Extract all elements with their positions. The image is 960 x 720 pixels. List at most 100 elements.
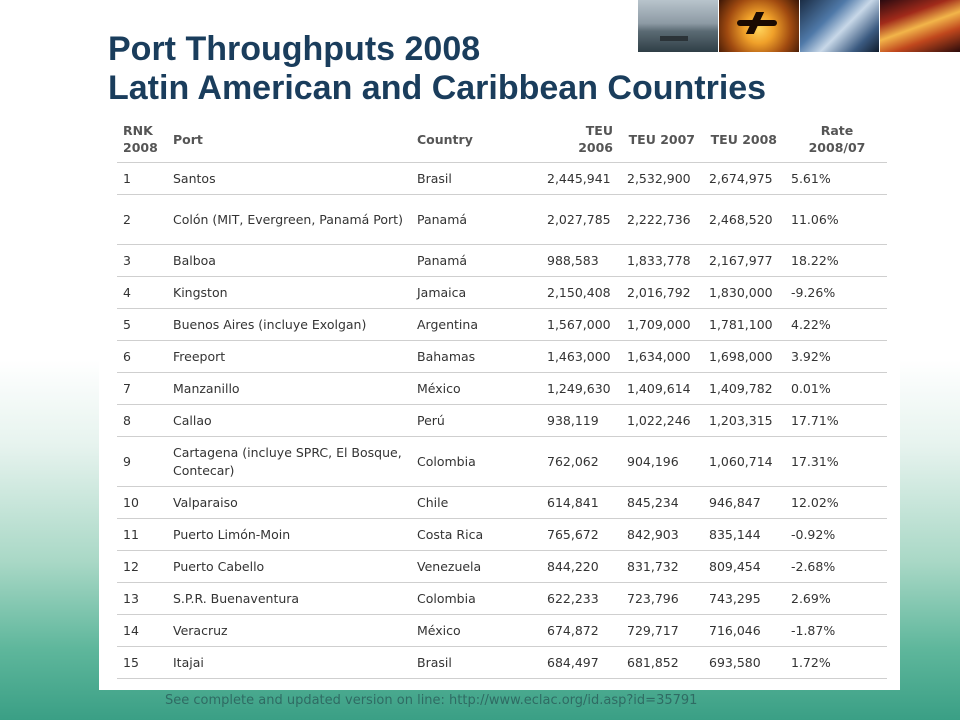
cell-teu-2008: 2,468,520 <box>703 194 785 245</box>
slide-title-line2: Latin American and Caribbean Countries <box>108 69 767 107</box>
table-header-row: RNK 2008 Port Country TEU 2006 TEU 2007 … <box>117 116 887 163</box>
cell-country: Colombia <box>411 582 541 615</box>
table-row: 9 Cartagena (incluye SPRC, El Bosque, Co… <box>117 436 887 487</box>
cell-rank: 7 <box>117 372 167 405</box>
cell-teu-2007: 904,196 <box>621 436 703 487</box>
header-rank: RNK 2008 <box>117 116 167 163</box>
cell-country: Brasil <box>411 162 541 195</box>
table-row: 3 Balboa Panamá 988,583 1,833,778 2,167,… <box>117 244 887 277</box>
table-row: 6 Freeport Bahamas 1,463,000 1,634,000 1… <box>117 340 887 373</box>
cell-teu-2007: 1,833,778 <box>621 244 703 277</box>
cell-teu-2007: 2,532,900 <box>621 162 703 195</box>
cell-rate: 12.02% <box>785 486 887 519</box>
cell-rank: 8 <box>117 404 167 437</box>
table-row: 10 Valparaiso Chile 614,841 845,234 946,… <box>117 486 887 519</box>
cell-port: S.P.R. Buenaventura <box>167 582 411 615</box>
cell-country: México <box>411 614 541 647</box>
cell-teu-2008: 1,781,100 <box>703 308 785 341</box>
cell-teu-2006: 1,249,630 <box>541 372 621 405</box>
cell-country: Chile <box>411 486 541 519</box>
cell-country: Colombia <box>411 436 541 487</box>
header-country: Country <box>411 116 541 163</box>
cell-teu-2007: 729,717 <box>621 614 703 647</box>
cell-rate: 2.69% <box>785 582 887 615</box>
cell-teu-2007: 1,709,000 <box>621 308 703 341</box>
cell-rank: 14 <box>117 614 167 647</box>
cell-teu-2007: 1,634,000 <box>621 340 703 373</box>
header-rate: Rate 2008/07 <box>785 116 887 163</box>
cell-rate: 4.22% <box>785 308 887 341</box>
table-row: 1 Santos Brasil 2,445,941 2,532,900 2,67… <box>117 162 887 195</box>
cell-teu-2008: 2,674,975 <box>703 162 785 195</box>
cell-rate: -0.92% <box>785 518 887 551</box>
cell-rank: 1 <box>117 162 167 195</box>
table-row: 14 Veracruz México 674,872 729,717 716,0… <box>117 614 887 647</box>
cell-teu-2006: 938,119 <box>541 404 621 437</box>
header-photo-strip <box>638 0 960 52</box>
cell-rank: 5 <box>117 308 167 341</box>
cell-rank: 6 <box>117 340 167 373</box>
cell-rank: 15 <box>117 646 167 679</box>
cell-teu-2008: 1,203,315 <box>703 404 785 437</box>
table-row: 5 Buenos Aires (incluye Exolgan) Argenti… <box>117 308 887 341</box>
cell-rate: 11.06% <box>785 194 887 245</box>
cell-rate: 5.61% <box>785 162 887 195</box>
cell-teu-2006: 765,672 <box>541 518 621 551</box>
cell-teu-2006: 844,220 <box>541 550 621 583</box>
cell-teu-2007: 681,852 <box>621 646 703 679</box>
cell-rank: 11 <box>117 518 167 551</box>
cell-teu-2008: 1,060,714 <box>703 436 785 487</box>
cell-country: Jamaica <box>411 276 541 309</box>
cell-rate: -1.87% <box>785 614 887 647</box>
cell-teu-2006: 674,872 <box>541 614 621 647</box>
cell-rank: 4 <box>117 276 167 309</box>
cell-rate: 17.31% <box>785 436 887 487</box>
source-footnote: See complete and updated version on line… <box>165 693 698 708</box>
cell-teu-2006: 2,027,785 <box>541 194 621 245</box>
cell-country: Bahamas <box>411 340 541 373</box>
header-port: Port <box>167 116 411 163</box>
slide-title-line1: Port Throughputs 2008 <box>108 30 481 68</box>
cell-port: Balboa <box>167 244 411 277</box>
cell-port: Veracruz <box>167 614 411 647</box>
cell-rate: 18.22% <box>785 244 887 277</box>
cell-teu-2006: 1,463,000 <box>541 340 621 373</box>
cell-port: Colón (MIT, Evergreen, Panamá Port) <box>167 194 411 245</box>
table-row: 4 Kingston Jamaica 2,150,408 2,016,792 1… <box>117 276 887 309</box>
cell-country: Brasil <box>411 646 541 679</box>
table-row: 11 Puerto Limón-Moin Costa Rica 765,672 … <box>117 518 887 551</box>
header-teu-2007: TEU 2007 <box>621 116 703 163</box>
cell-rank: 10 <box>117 486 167 519</box>
cell-country: Costa Rica <box>411 518 541 551</box>
cell-port: Santos <box>167 162 411 195</box>
cell-teu-2006: 988,583 <box>541 244 621 277</box>
cell-rank: 9 <box>117 436 167 487</box>
city-traffic-lights-photo <box>880 0 960 52</box>
table-row: 15 Itajai Brasil 684,497 681,852 693,580… <box>117 646 887 679</box>
airplane-sunset-photo <box>718 0 800 52</box>
cell-teu-2007: 2,222,736 <box>621 194 703 245</box>
cell-port: Valparaiso <box>167 486 411 519</box>
cell-rank: 12 <box>117 550 167 583</box>
cell-teu-2007: 831,732 <box>621 550 703 583</box>
harbor-ship-photo <box>638 0 719 52</box>
slide-title: Port Throughputs 2008 Latin American and… <box>108 30 766 108</box>
cell-teu-2007: 1,409,614 <box>621 372 703 405</box>
table-row: 2 Colón (MIT, Evergreen, Panamá Port) Pa… <box>117 194 887 245</box>
cell-teu-2007: 845,234 <box>621 486 703 519</box>
cell-teu-2008: 946,847 <box>703 486 785 519</box>
cell-teu-2006: 614,841 <box>541 486 621 519</box>
cell-teu-2008: 716,046 <box>703 614 785 647</box>
cell-teu-2007: 723,796 <box>621 582 703 615</box>
cell-port: Kingston <box>167 276 411 309</box>
cell-port: Freeport <box>167 340 411 373</box>
cell-teu-2008: 1,830,000 <box>703 276 785 309</box>
port-throughput-table: RNK 2008 Port Country TEU 2006 TEU 2007 … <box>117 116 887 679</box>
cell-teu-2006: 2,150,408 <box>541 276 621 309</box>
cell-country: México <box>411 372 541 405</box>
cell-teu-2008: 2,167,977 <box>703 244 785 277</box>
table-row: 12 Puerto Cabello Venezuela 844,220 831,… <box>117 550 887 583</box>
cell-rate: -9.26% <box>785 276 887 309</box>
cell-teu-2007: 1,022,246 <box>621 404 703 437</box>
cell-rank: 3 <box>117 244 167 277</box>
